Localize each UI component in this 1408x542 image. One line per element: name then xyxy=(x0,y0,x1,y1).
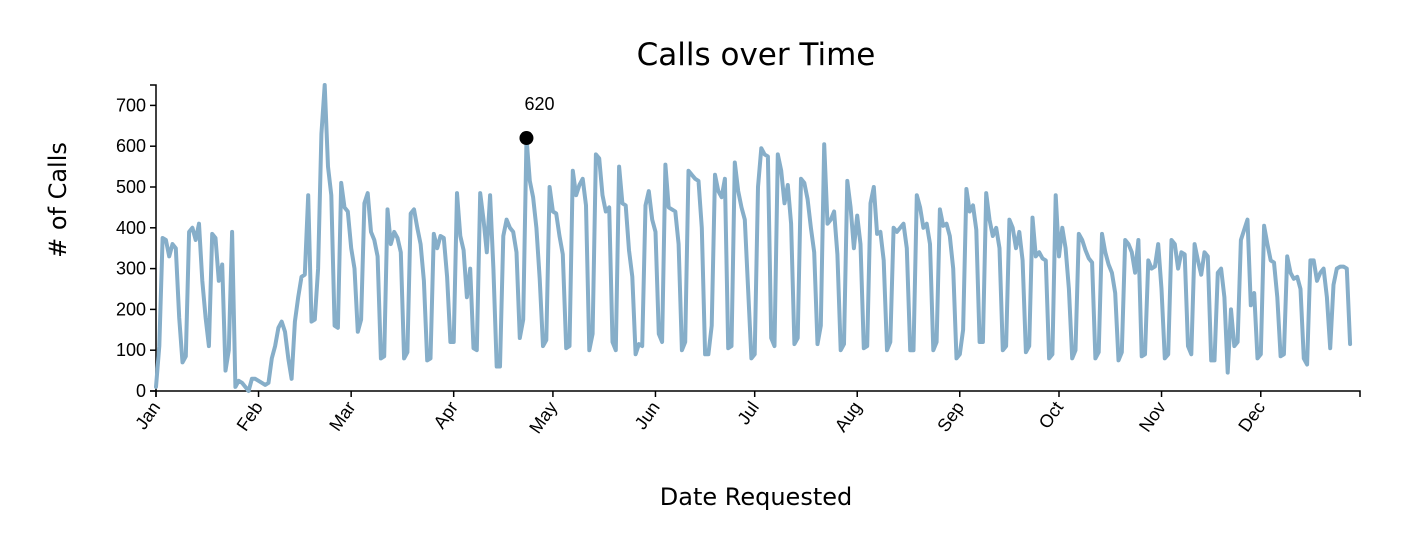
x-tick-label: Feb xyxy=(233,398,267,435)
y-tick-label: 400 xyxy=(116,218,146,238)
y-tick-label: 200 xyxy=(116,299,146,319)
x-axis-title: Date Requested xyxy=(660,483,852,511)
x-tick-label: Jan xyxy=(131,398,164,433)
x-tick-label: Nov xyxy=(1135,398,1170,436)
x-tick-label: Jul xyxy=(733,398,763,428)
chart-title: Calls over Time xyxy=(637,37,876,73)
x-tick-label: Apr xyxy=(430,398,462,432)
y-tick-label: 100 xyxy=(116,340,146,360)
x-axis-line xyxy=(155,390,1361,397)
x-tick-label: Sep xyxy=(933,398,968,436)
x-tick-label: Oct xyxy=(1035,398,1067,432)
x-axis: Jan Feb Mar Apr May Jun Jul Aug Sep Oct Nov Dec xyxy=(131,390,1361,437)
x-tick-label: Dec xyxy=(1234,398,1269,436)
y-tick-label: 700 xyxy=(116,95,146,115)
annotation-layer: 620 xyxy=(519,94,555,146)
y-axis-title: # of Calls xyxy=(44,142,72,258)
y-tick-label: 0 xyxy=(136,381,146,401)
annotation-point xyxy=(519,131,534,146)
y-tick-label: 500 xyxy=(116,177,146,197)
calls-series-line xyxy=(154,83,1353,393)
x-tick-label: Mar xyxy=(325,398,359,435)
annotation-label: 620 xyxy=(524,94,554,114)
y-tick-label: 300 xyxy=(116,259,146,279)
x-tick-label: Aug xyxy=(831,398,866,436)
y-axis-line xyxy=(150,84,157,392)
y-tick-label: 600 xyxy=(116,136,146,156)
x-tick-label: Jun xyxy=(631,398,664,433)
y-axis: 0 100 200 300 400 500 600 700 xyxy=(116,84,157,401)
x-tick-label: May xyxy=(525,398,561,437)
